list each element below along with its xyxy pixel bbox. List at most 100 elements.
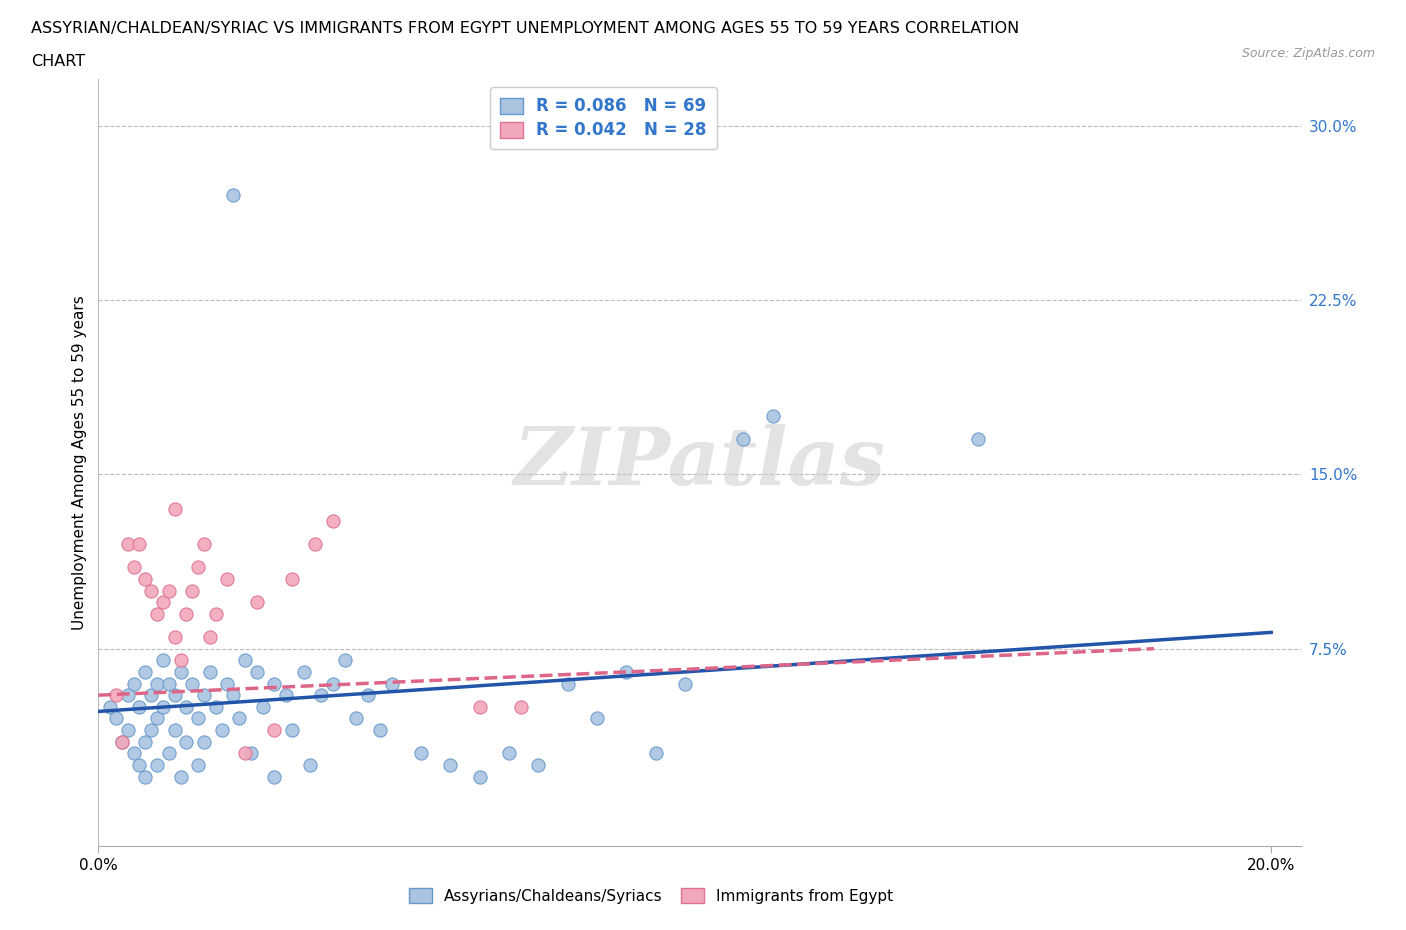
Point xyxy=(122,746,145,761)
Point xyxy=(176,606,198,621)
Text: ZIPatlas: ZIPatlas xyxy=(513,424,886,501)
Point xyxy=(198,630,221,644)
Point xyxy=(122,676,145,691)
Point xyxy=(105,688,128,703)
Text: Source: ZipAtlas.com: Source: ZipAtlas.com xyxy=(1241,46,1375,60)
Point xyxy=(152,653,174,668)
Point xyxy=(111,735,134,750)
Point xyxy=(586,711,609,726)
Point xyxy=(304,537,326,551)
Point xyxy=(176,735,198,750)
Point xyxy=(644,746,666,761)
Point xyxy=(198,665,221,680)
Point xyxy=(134,571,156,587)
Point xyxy=(252,699,274,714)
Point xyxy=(128,537,150,551)
Point xyxy=(152,699,174,714)
Point xyxy=(333,653,356,668)
Point xyxy=(239,746,262,761)
Point xyxy=(146,606,169,621)
Point xyxy=(281,723,304,737)
Point xyxy=(967,432,990,447)
Point xyxy=(157,746,180,761)
Point xyxy=(281,571,304,587)
Point xyxy=(233,653,256,668)
Point xyxy=(152,595,174,610)
Point xyxy=(498,746,520,761)
Point xyxy=(163,630,186,644)
Point xyxy=(357,688,380,703)
Point xyxy=(346,711,368,726)
Point xyxy=(246,665,269,680)
Point xyxy=(222,688,245,703)
Point xyxy=(733,432,755,447)
Point xyxy=(263,723,285,737)
Point xyxy=(163,502,186,517)
Point xyxy=(134,735,156,750)
Point xyxy=(557,676,579,691)
Point xyxy=(98,699,121,714)
Point xyxy=(169,665,191,680)
Point xyxy=(509,699,531,714)
Point xyxy=(169,653,191,668)
Point xyxy=(292,665,315,680)
Point xyxy=(614,665,637,680)
Point xyxy=(298,757,321,772)
Point xyxy=(409,746,432,761)
Point xyxy=(309,688,332,703)
Point xyxy=(117,537,139,551)
Point xyxy=(217,676,239,691)
Point xyxy=(673,676,696,691)
Point xyxy=(263,769,285,784)
Point xyxy=(181,583,204,598)
Text: ASSYRIAN/CHALDEAN/SYRIAC VS IMMIGRANTS FROM EGYPT UNEMPLOYMENT AMONG AGES 55 TO : ASSYRIAN/CHALDEAN/SYRIAC VS IMMIGRANTS F… xyxy=(31,21,1019,36)
Point xyxy=(217,571,239,587)
Point xyxy=(111,735,134,750)
Point xyxy=(117,723,139,737)
Point xyxy=(527,757,550,772)
Point xyxy=(187,757,209,772)
Point xyxy=(187,711,209,726)
Point xyxy=(381,676,404,691)
Point xyxy=(157,676,180,691)
Point xyxy=(141,583,163,598)
Point xyxy=(263,676,285,691)
Point xyxy=(322,513,344,528)
Point xyxy=(117,688,139,703)
Point xyxy=(204,606,226,621)
Point xyxy=(211,723,233,737)
Point xyxy=(468,699,491,714)
Text: CHART: CHART xyxy=(31,54,84,69)
Point xyxy=(274,688,297,703)
Legend: Assyrians/Chaldeans/Syriacs, Immigrants from Egypt: Assyrians/Chaldeans/Syriacs, Immigrants … xyxy=(402,881,901,911)
Point xyxy=(134,769,156,784)
Point xyxy=(322,676,344,691)
Point xyxy=(157,583,180,598)
Point xyxy=(368,723,391,737)
Point xyxy=(105,711,128,726)
Point xyxy=(246,595,269,610)
Point xyxy=(122,560,145,575)
Point xyxy=(181,676,204,691)
Point xyxy=(187,560,209,575)
Point xyxy=(762,409,785,424)
Point xyxy=(228,711,250,726)
Point xyxy=(128,699,150,714)
Point xyxy=(193,537,215,551)
Point xyxy=(204,699,226,714)
Point xyxy=(141,688,163,703)
Point xyxy=(146,757,169,772)
Point xyxy=(169,769,191,784)
Y-axis label: Unemployment Among Ages 55 to 59 years: Unemployment Among Ages 55 to 59 years xyxy=(72,296,87,630)
Point xyxy=(193,735,215,750)
Point xyxy=(134,665,156,680)
Point xyxy=(163,723,186,737)
Point xyxy=(146,711,169,726)
Point xyxy=(222,188,245,203)
Point xyxy=(233,746,256,761)
Point xyxy=(176,699,198,714)
Point xyxy=(141,723,163,737)
Point xyxy=(128,757,150,772)
Point xyxy=(163,688,186,703)
Point xyxy=(193,688,215,703)
